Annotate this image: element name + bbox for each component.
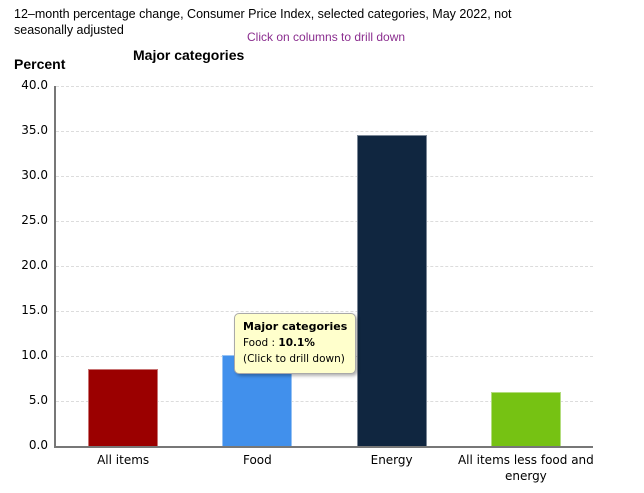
x-label-all-items-less-food-and-energy: All items less food and energy [457, 453, 594, 483]
tooltip-title: Major categories [243, 320, 348, 333]
tooltip-category: Food [243, 337, 269, 349]
tooltip-value-line: Food : 10.1% [243, 335, 347, 351]
chart-title: Major categories [133, 47, 245, 63]
y-tick-label: 30.0 [21, 168, 48, 182]
gridline [56, 131, 593, 132]
y-axis-title: Percent [14, 56, 66, 72]
gridline [56, 176, 593, 177]
y-tick-label: 15.0 [21, 303, 48, 317]
y-tick-label: 25.0 [21, 213, 48, 227]
gridline [56, 266, 593, 267]
tooltip-separator: : [268, 337, 279, 349]
drilldown-hint: Click on columns to drill down [247, 30, 406, 44]
x-label-energy: Energy [370, 453, 413, 467]
page-title: 12–month percentage change, Consumer Pri… [14, 7, 512, 37]
tooltip-note: (Click to drill down) [243, 353, 345, 365]
gridline [56, 311, 593, 312]
y-tick-label: 0.0 [28, 438, 48, 452]
y-tick-label: 35.0 [21, 123, 48, 137]
plot-area [54, 86, 593, 448]
y-tick-label: 5.0 [28, 393, 48, 407]
tooltip-value: 10.1% [278, 337, 315, 349]
x-label-food: Food [242, 453, 272, 467]
gridline [56, 221, 593, 222]
bar-all-items-less-food-and-energy[interactable] [490, 392, 561, 446]
x-label-all-items: All items [97, 453, 150, 467]
y-tick-label: 40.0 [21, 78, 48, 92]
y-tick-label: 20.0 [21, 258, 48, 272]
tooltip: Major categories Food : 10.1% (Click to … [234, 313, 357, 374]
bar-energy[interactable] [356, 134, 427, 446]
bar-all-items[interactable] [88, 368, 159, 446]
gridline [56, 401, 593, 402]
y-tick-label: 10.0 [21, 348, 48, 362]
gridline [56, 86, 593, 87]
